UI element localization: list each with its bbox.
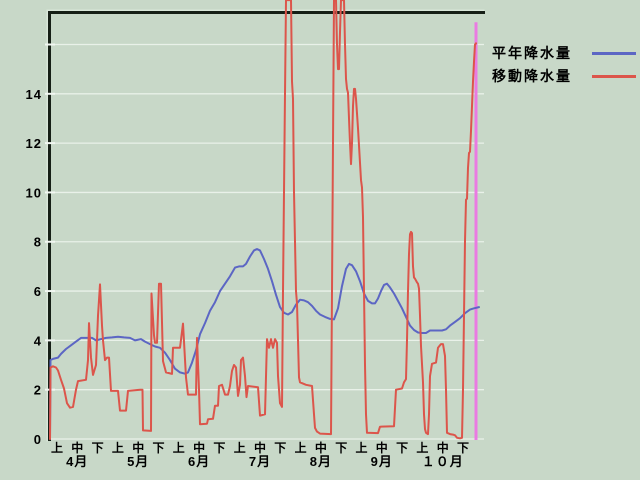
- x-axis-period-label: 下: [92, 441, 104, 455]
- x-axis-period-label: 中: [132, 440, 144, 455]
- plot-border-highlight-top: [46, 9, 485, 11]
- x-axis-period-label: 中: [254, 440, 266, 455]
- x-axis-period-label: 中: [315, 440, 327, 455]
- x-axis-period-label: 上: [112, 440, 124, 455]
- legend-label-normal: 平年降水量: [492, 45, 572, 61]
- x-axis-month-label: １０月: [422, 454, 464, 469]
- x-axis-month-label: 9月: [371, 454, 393, 469]
- x-axis-month-label: 8月: [310, 454, 332, 469]
- x-axis-period-label: 上: [234, 440, 246, 455]
- x-axis-period-label: 下: [396, 441, 408, 455]
- x-axis-period-label: 上: [51, 440, 63, 455]
- x-axis-period-label: 下: [213, 441, 225, 455]
- x-axis-period-label: 上: [295, 440, 307, 455]
- y-axis-label: 6: [34, 284, 42, 299]
- x-axis-period-label: 中: [193, 440, 205, 455]
- plot-border-highlight-left: [46, 9, 48, 442]
- x-axis-month-label: 5月: [127, 454, 149, 469]
- y-axis-label: 12: [26, 136, 42, 151]
- y-axis-label: 0: [34, 432, 42, 447]
- y-axis-label: 14: [26, 87, 42, 102]
- x-axis-month-label: 7月: [249, 454, 271, 469]
- series-line-moving-precipitation: [49, 0, 477, 440]
- x-axis-period-label: 下: [335, 441, 347, 455]
- x-axis-period-label: 上: [355, 440, 367, 455]
- legend-label-moving: 移動降水量: [492, 68, 572, 84]
- y-axis-label: 2: [34, 383, 42, 398]
- x-axis-month-label: 4月: [66, 454, 88, 469]
- x-axis-period-label: 上: [416, 440, 428, 455]
- x-axis-period-label: 中: [437, 440, 449, 455]
- y-axis-label: 4: [34, 333, 42, 348]
- x-axis-period-label: 中: [376, 440, 388, 455]
- plot-border-left: [48, 11, 51, 441]
- x-axis-period-label: 下: [274, 441, 286, 455]
- legend-swatch-moving-line-icon: [592, 74, 636, 78]
- x-axis-period-label: 下: [152, 441, 164, 455]
- x-axis-month-label: 6月: [188, 454, 210, 469]
- x-axis-period-label: 下: [457, 441, 469, 455]
- x-axis-period-label: 中: [71, 440, 83, 455]
- legend: 平年降水量 移動降水量: [492, 42, 636, 88]
- y-axis-label: 8: [34, 235, 42, 250]
- legend-item-moving: 移動降水量: [492, 65, 636, 87]
- plot-border-top: [48, 11, 485, 14]
- legend-swatch-normal-line-icon: [592, 51, 636, 55]
- series-line-normal-precipitation: [49, 248, 480, 440]
- x-axis-period-label: 上: [173, 440, 185, 455]
- y-axis-label: 10: [26, 185, 42, 200]
- legend-item-normal: 平年降水量: [492, 42, 636, 64]
